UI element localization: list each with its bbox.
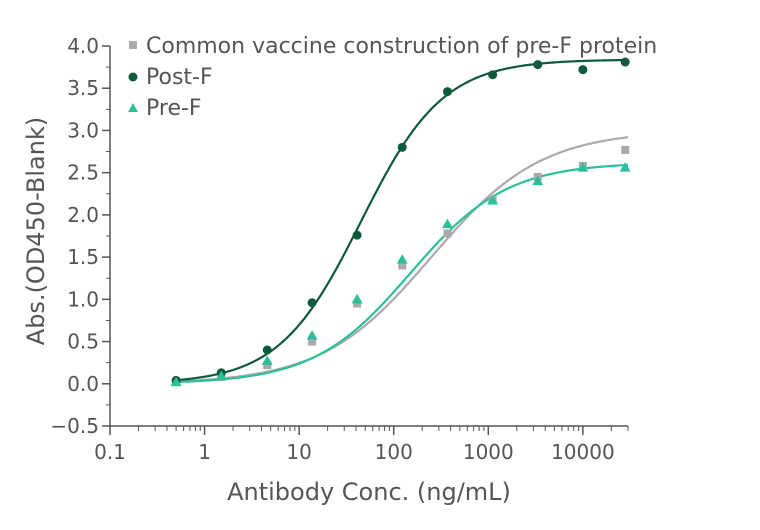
data-point-triangle — [577, 162, 589, 172]
y-tick-label: 0.0 — [67, 372, 99, 396]
data-point-circle — [578, 65, 588, 75]
legend-item-common-vaccine: Common vaccine construction of pre-F pro… — [129, 34, 657, 59]
y-axis-title: Abs.(OD450-Blank) — [22, 117, 50, 345]
fit-curve — [176, 163, 629, 384]
data-point-square — [443, 229, 452, 238]
y-tick-label: 2.0 — [67, 203, 99, 227]
legend-item-post-f: Post-F — [128, 65, 213, 90]
y-tick-label: 3.0 — [67, 118, 99, 142]
data-point-triangle — [261, 355, 273, 365]
legend-item-pre-f: Pre-F — [128, 96, 202, 121]
data-point-triangle — [215, 370, 227, 381]
data-point-circle — [488, 70, 498, 80]
data-point-square — [308, 337, 317, 346]
data-point-circle — [442, 87, 452, 97]
data-point-circle — [397, 142, 407, 152]
data-point-circle — [620, 57, 630, 67]
legend-label: Common vaccine construction of pre-F pro… — [146, 34, 657, 59]
data-point-circle — [533, 60, 543, 70]
y-tick-label: 4.0 — [67, 34, 99, 58]
y-tick-label: 2.5 — [67, 161, 99, 185]
y-tick-label: 0.5 — [67, 330, 99, 354]
data-point-triangle — [351, 293, 363, 304]
y-tick-label: 3.5 — [67, 76, 99, 100]
data-point-triangle — [306, 330, 318, 340]
legend-marker-circle — [128, 72, 138, 82]
x-tick-label: 10 — [286, 440, 311, 464]
x-tick-label: 1 — [198, 440, 211, 464]
fit-curve — [176, 58, 629, 382]
legend: Common vaccine construction of pre-F pro… — [128, 34, 657, 121]
data-point-triangle — [396, 254, 408, 264]
x-axis-title: Antibody Conc. (ng/mL) — [227, 478, 511, 506]
data-point-triangle — [532, 175, 544, 186]
x-tick-label: 100 — [375, 440, 413, 464]
tick-labels: 0.1 1 10 100 1000 10000 −0.5 0.0 0.5 1.0 1.5 2.0 2.5… — [50, 34, 614, 464]
y-tick-label: −0.5 — [50, 414, 99, 438]
data-point-triangle — [619, 162, 631, 172]
legend-label: Pre-F — [146, 96, 202, 121]
data-point-square — [398, 261, 407, 270]
y-tick-label: 1.0 — [67, 287, 99, 311]
data-point-square — [621, 145, 630, 154]
x-tick-label: 0.1 — [94, 440, 126, 464]
x-tick-label: 1000 — [463, 440, 514, 464]
data-point-triangle — [441, 218, 453, 229]
legend-marker-square — [129, 41, 137, 49]
data-points — [170, 57, 631, 387]
tick-marks — [102, 45, 629, 435]
data-point-square — [263, 361, 272, 370]
data-point-circle — [307, 298, 317, 308]
fit-curves — [176, 58, 629, 384]
x-tick-label: 10000 — [551, 440, 615, 464]
legend-label: Post-F — [146, 65, 213, 90]
legend-marker-triangle — [128, 103, 138, 112]
data-point-circle — [352, 230, 362, 240]
data-point-circle — [262, 345, 272, 355]
data-point-triangle — [487, 195, 499, 205]
y-tick-label: 1.5 — [67, 245, 99, 269]
data-point-square — [353, 299, 362, 308]
data-point-triangle — [170, 376, 182, 387]
fit-curve — [176, 136, 629, 383]
